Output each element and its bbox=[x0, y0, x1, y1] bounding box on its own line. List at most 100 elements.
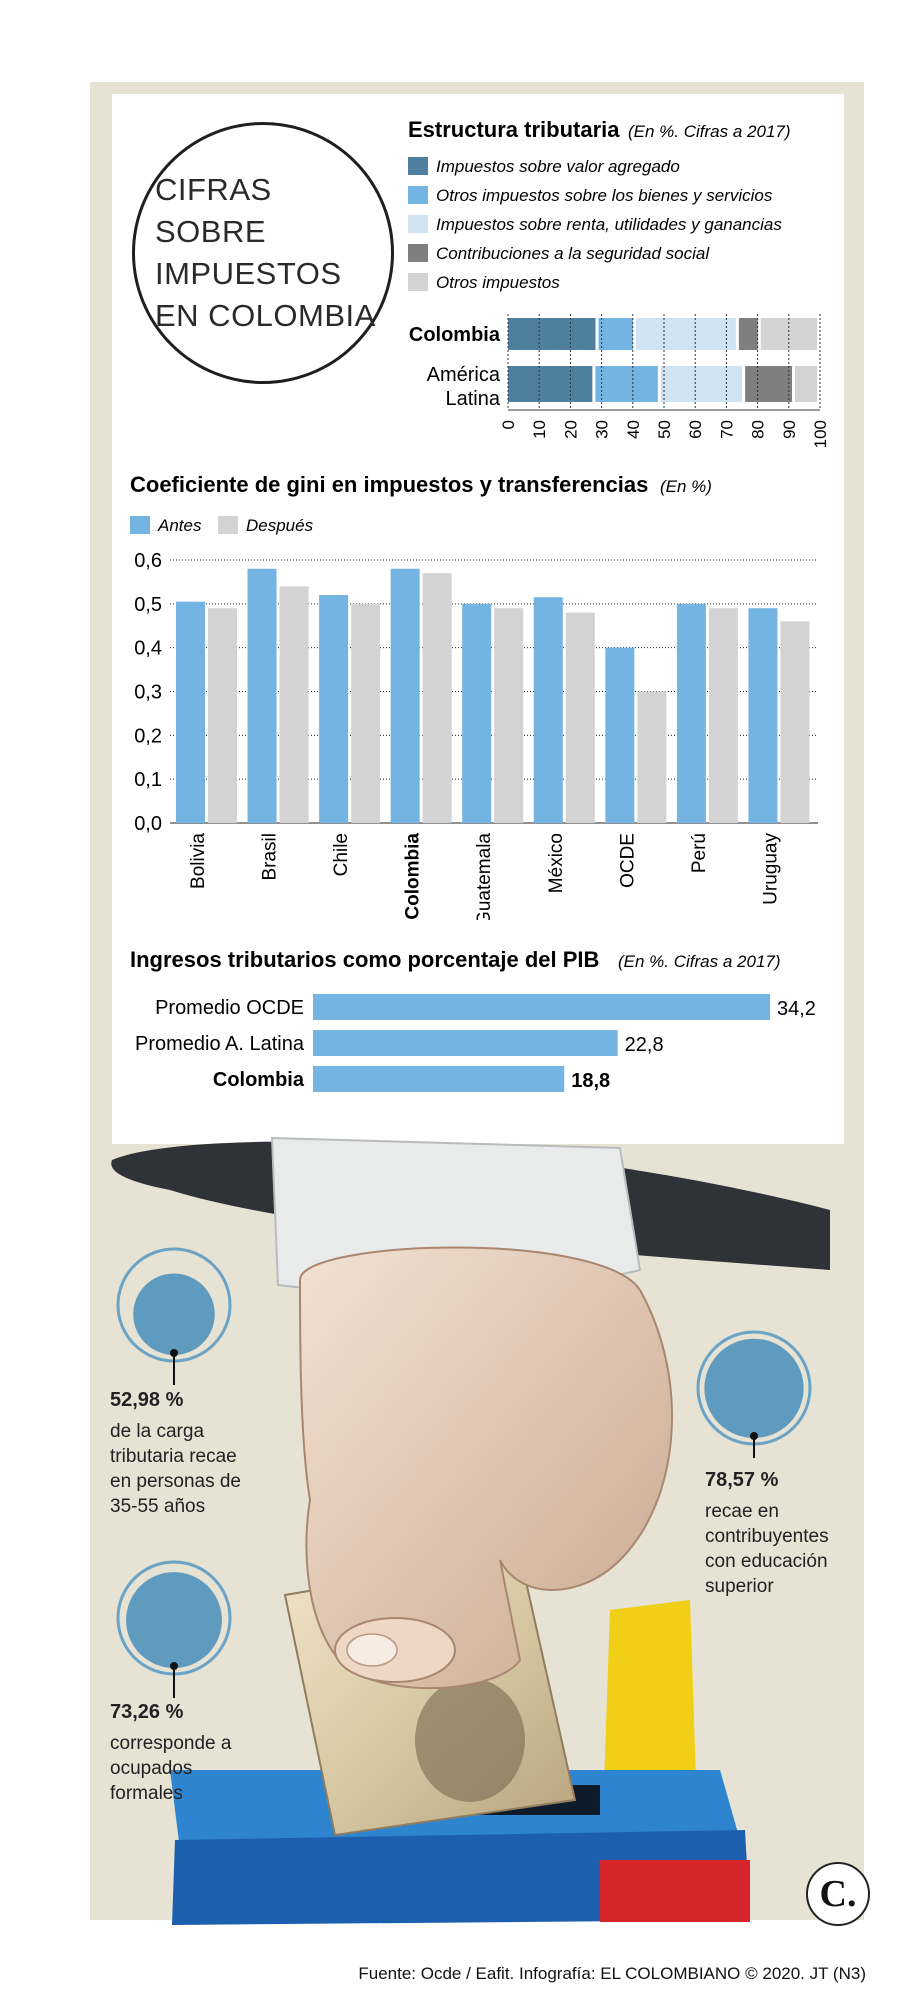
pib-value-label: 34,2 bbox=[777, 998, 816, 1020]
stat-value: 78,57 % bbox=[705, 1469, 779, 1491]
x-tick-label: Guatemala bbox=[474, 833, 495, 920]
x-tick-label: OCDE bbox=[617, 833, 638, 888]
x-tick-label: Chile bbox=[331, 833, 352, 876]
chart1-title: Estructura tributaria bbox=[408, 117, 620, 142]
page-title: CIFRAS SOBRE IMPUESTOS EN COLOMBIA bbox=[155, 172, 376, 333]
tick-label: 40 bbox=[624, 420, 643, 439]
gini-bar bbox=[208, 608, 237, 823]
stacked-bar-segment bbox=[660, 366, 743, 402]
footer-source: Fuente: Ocde / Eafit. Infografía: EL COL… bbox=[358, 1964, 866, 1983]
gini-bar bbox=[247, 568, 277, 823]
pib-bar bbox=[313, 1066, 565, 1092]
stacked-bar-segment bbox=[508, 318, 596, 350]
logo-text: C. bbox=[819, 1873, 857, 1915]
category-label: Colombia bbox=[409, 324, 501, 346]
chart2-bars bbox=[176, 568, 810, 823]
legend-label: Impuestos sobre renta, utilidades y gana… bbox=[436, 215, 782, 234]
category-label: América bbox=[427, 364, 501, 386]
gini-bar bbox=[462, 603, 492, 823]
gini-bar bbox=[533, 597, 563, 823]
stacked-bar-segment bbox=[595, 366, 658, 402]
stacked-bar-segment bbox=[795, 366, 817, 402]
tick-label: 0 bbox=[499, 420, 518, 429]
chart3-bars: Promedio OCDE 34,2 Promedio A. Latina 22,8 C… bbox=[135, 994, 816, 1092]
hand-icon bbox=[298, 1246, 673, 1690]
pib-bar bbox=[313, 1030, 618, 1056]
x-tick-label: Bolivia bbox=[188, 833, 209, 889]
legend-swatch bbox=[408, 244, 428, 262]
legend-label: Antes bbox=[157, 516, 202, 535]
tick-label: 80 bbox=[749, 420, 768, 439]
gini-bar bbox=[565, 612, 595, 823]
y-tick-label: 0,1 bbox=[134, 769, 162, 791]
stacked-bar-segment bbox=[738, 318, 758, 350]
thumbnail-icon bbox=[346, 1633, 398, 1667]
pib-bar bbox=[313, 994, 770, 1020]
stat-value: 52,98 % bbox=[110, 1389, 184, 1411]
chart1-legend: Impuestos sobre valor agregado Otros impu… bbox=[408, 157, 782, 292]
stacked-bar-segment bbox=[745, 366, 793, 402]
banknote-portrait-icon bbox=[415, 1678, 525, 1802]
y-tick-label: 0,3 bbox=[134, 682, 162, 704]
stat-value: 73,26 % bbox=[110, 1701, 184, 1723]
x-tick-label: Perú bbox=[689, 833, 710, 873]
gini-bar bbox=[494, 608, 524, 823]
legend-swatch bbox=[218, 516, 238, 534]
tick-label: 10 bbox=[530, 420, 549, 439]
x-tick-label: México bbox=[546, 833, 567, 893]
gini-bar bbox=[279, 586, 309, 823]
category-label: Latina bbox=[446, 388, 501, 410]
tick-label: 50 bbox=[655, 420, 674, 439]
stat-inner-circle bbox=[704, 1338, 804, 1439]
gini-bar bbox=[422, 573, 452, 823]
chart3-subtitle: (En %. Cifras a 2017) bbox=[618, 952, 781, 971]
stat-educacion-superior: 78,57 % recae en contribuyentes con educ… bbox=[705, 1468, 845, 1599]
pib-category-label: Colombia bbox=[213, 1069, 305, 1091]
y-tick-label: 0,5 bbox=[134, 594, 162, 616]
pib-value-label: 22,8 bbox=[625, 1034, 664, 1056]
stat-inner-circle bbox=[126, 1572, 222, 1669]
tick-label: 60 bbox=[686, 420, 705, 439]
chart-coeficiente-gini: Coeficiente de gini en impuestos y trans… bbox=[130, 472, 818, 920]
legend-label: Contribuciones a la seguridad social bbox=[436, 244, 710, 263]
legend-label: Otros impuestos sobre los bienes y servi… bbox=[436, 186, 773, 205]
stat-carga-tributaria: 52,98 % de la carga tributaria recae en … bbox=[110, 1388, 260, 1519]
y-tick-label: 0,2 bbox=[134, 725, 162, 747]
stat-description: corresponde a ocupados formales bbox=[110, 1733, 232, 1804]
stat-inner-circle bbox=[133, 1273, 215, 1356]
chart-estructura-tributaria: Estructura tributaria (En %. Cifras a 20… bbox=[408, 117, 830, 448]
logo: C. bbox=[806, 1862, 870, 1926]
gini-bar bbox=[676, 603, 706, 823]
chart3-title: Ingresos tributarios como porcentaje del… bbox=[130, 947, 599, 972]
stacked-bar-segment bbox=[635, 318, 736, 350]
stat-ocupados-formales: 73,26 % corresponde a ocupados formales bbox=[110, 1700, 235, 1806]
legend-swatch bbox=[408, 215, 428, 233]
stat-description: de la carga tributaria recae en personas… bbox=[110, 1421, 241, 1517]
legend-swatch bbox=[408, 157, 428, 175]
chart2-subtitle: (En %) bbox=[660, 477, 712, 496]
pib-value-label: 18,8 bbox=[571, 1070, 610, 1092]
pib-category-label: Promedio OCDE bbox=[155, 997, 304, 1019]
x-tick-label: Uruguay bbox=[760, 833, 781, 905]
legend-label: Impuestos sobre valor agregado bbox=[436, 157, 680, 176]
gini-bar bbox=[351, 603, 381, 823]
tick-label: 90 bbox=[780, 420, 799, 439]
gini-bar bbox=[708, 608, 738, 823]
ballot-box-red-icon bbox=[600, 1860, 750, 1922]
gini-bar bbox=[637, 691, 667, 823]
gini-bar bbox=[319, 595, 349, 823]
chart2-title: Coeficiente de gini en impuestos y trans… bbox=[130, 472, 648, 497]
y-tick-label: 0,6 bbox=[134, 550, 162, 572]
tick-label: 70 bbox=[717, 420, 736, 439]
y-tick-label: 0,0 bbox=[134, 813, 162, 835]
legend-label: Después bbox=[246, 516, 314, 535]
tick-label: 20 bbox=[561, 420, 580, 439]
legend-swatch bbox=[408, 186, 428, 204]
gini-bar bbox=[390, 568, 420, 823]
chart2-x-labels: Bolivia Brasil Chile Colombia Guatemala Méxic… bbox=[188, 833, 781, 920]
chart1-axis: 0 10 20 30 40 50 60 70 80 90 100 bbox=[499, 314, 830, 448]
gini-bar bbox=[605, 647, 635, 823]
